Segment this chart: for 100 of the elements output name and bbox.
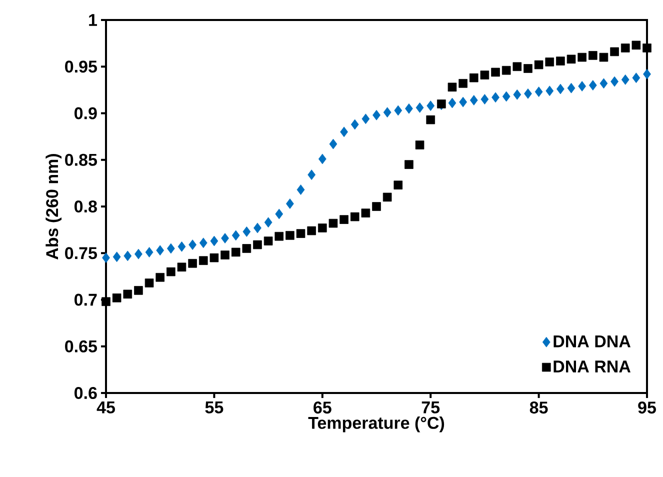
point — [264, 217, 272, 228]
point — [480, 94, 489, 104]
point — [524, 88, 532, 99]
point — [340, 215, 348, 224]
y-tick-label: 0.9 — [74, 107, 97, 120]
point — [156, 272, 164, 282]
point — [275, 208, 284, 220]
y-axis-title: Abs (260 nm) — [46, 154, 62, 260]
point — [329, 138, 338, 150]
point — [123, 290, 132, 299]
point — [426, 115, 435, 124]
point — [112, 252, 121, 262]
point — [144, 278, 154, 288]
point — [600, 78, 608, 89]
x-tick-label: 95 — [638, 402, 656, 414]
point — [513, 89, 522, 100]
point — [145, 246, 154, 258]
point — [394, 180, 403, 190]
x-axis-title: Temperature (°C) — [308, 416, 444, 432]
point — [134, 248, 142, 260]
point — [307, 226, 316, 236]
point — [448, 98, 456, 108]
y-tick-label: 0.85 — [65, 154, 97, 166]
point — [210, 236, 218, 246]
point — [318, 154, 326, 164]
point — [578, 52, 586, 62]
point — [188, 258, 197, 268]
point — [566, 54, 576, 64]
point — [318, 224, 327, 232]
point — [328, 218, 338, 228]
point — [588, 51, 598, 60]
legend-label: DNA RNA — [554, 360, 630, 372]
point — [350, 119, 359, 130]
point — [459, 96, 468, 108]
x-tick-label: 85 — [530, 402, 548, 414]
point — [394, 105, 402, 116]
point — [102, 297, 110, 306]
point — [210, 253, 219, 262]
point — [124, 250, 132, 262]
point — [470, 94, 478, 106]
point — [534, 86, 543, 98]
point — [112, 293, 122, 302]
point — [188, 240, 197, 250]
point — [286, 198, 294, 209]
point — [372, 110, 380, 120]
point — [166, 243, 175, 254]
point — [469, 73, 478, 82]
point — [296, 229, 306, 238]
point — [296, 184, 305, 195]
point — [578, 81, 586, 92]
x-tick-label: 75 — [422, 402, 440, 414]
x-tick-label: 45 — [96, 402, 115, 414]
point — [382, 192, 392, 202]
point — [362, 114, 370, 124]
point — [556, 56, 565, 66]
point — [610, 76, 618, 87]
point — [502, 66, 511, 75]
point — [620, 44, 630, 52]
point — [350, 212, 360, 222]
point — [632, 40, 641, 50]
point — [361, 208, 370, 218]
point — [491, 68, 500, 77]
point — [198, 256, 208, 265]
point — [416, 102, 424, 113]
point — [102, 252, 110, 263]
point — [254, 222, 262, 234]
legend-label: DNA DNA — [554, 335, 630, 348]
point — [286, 231, 294, 240]
point — [621, 74, 630, 85]
x-tick-label: 65 — [314, 402, 332, 414]
point — [567, 82, 576, 94]
point — [599, 52, 608, 62]
point — [177, 262, 186, 272]
point — [264, 236, 273, 246]
point — [231, 248, 240, 257]
point — [199, 238, 208, 248]
y-tick-label: 0.95 — [65, 60, 97, 73]
point — [415, 140, 424, 150]
y-tick-label: 0.7 — [74, 294, 97, 306]
y-tick-label: 0.6 — [74, 386, 97, 400]
point — [166, 267, 176, 276]
y-tick-label: 1 — [89, 14, 97, 26]
point — [534, 60, 544, 70]
point — [178, 241, 186, 252]
point — [610, 47, 619, 56]
point — [404, 160, 414, 169]
point — [642, 44, 652, 52]
point — [372, 202, 381, 211]
point — [524, 64, 532, 73]
point — [643, 68, 651, 80]
point — [448, 82, 457, 92]
point — [340, 126, 348, 138]
point — [156, 245, 164, 256]
point — [588, 80, 597, 90]
y-tick-label: 0.8 — [74, 200, 97, 213]
point — [492, 92, 500, 103]
point — [253, 240, 262, 250]
x-tick-label: 55 — [205, 402, 224, 414]
point — [632, 72, 640, 84]
point — [232, 230, 240, 241]
